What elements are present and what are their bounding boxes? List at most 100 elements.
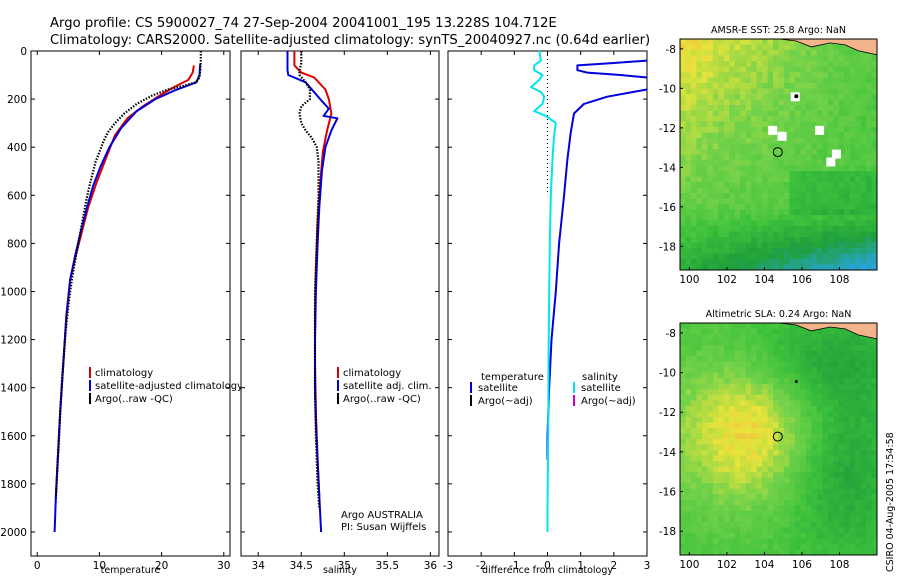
- sla-map-cell: [762, 527, 768, 534]
- sst-map-cell: [773, 55, 779, 62]
- depth-tick-label: 1800: [0, 479, 27, 491]
- sla-map-cell: [849, 543, 856, 550]
- sla-map-cell: [690, 433, 697, 440]
- sst-map-cell: [690, 220, 697, 227]
- sst-map-cell: [756, 165, 763, 172]
- sla-map-cell: [756, 488, 763, 495]
- sst-map-cell: [783, 61, 790, 67]
- sst-map-cell: [751, 171, 758, 177]
- sla-map-cell: [822, 339, 829, 346]
- sst-map-cell: [767, 231, 774, 238]
- sla-map-cell: [800, 389, 807, 396]
- sst-map-cell: [751, 105, 758, 111]
- sst-map-cell: [751, 182, 758, 188]
- sla-map-cell: [816, 461, 823, 468]
- sla-map-cell: [816, 345, 823, 352]
- sst-map-cell: [849, 77, 856, 84]
- sst-map-cell: [723, 204, 730, 210]
- sla-map-cell: [756, 427, 763, 434]
- sla-map-cell: [723, 527, 730, 534]
- sla-map-cell: [805, 521, 812, 528]
- sla-map-cell: [751, 538, 758, 545]
- sla-map-cell: [740, 444, 747, 451]
- sst-map-cell: [696, 231, 703, 238]
- sla-map-cell: [871, 461, 878, 468]
- sst-map-cell: [773, 116, 779, 122]
- sst-map-cell: [680, 127, 686, 133]
- sla-map-cell: [822, 334, 829, 340]
- sst-map-cell: [723, 121, 730, 128]
- sla-map-cell: [866, 416, 872, 423]
- sla-map-cell: [778, 494, 785, 501]
- sla-map-cell: [855, 378, 861, 385]
- sst-map-cell: [767, 264, 774, 271]
- sla-map-cell: [696, 549, 703, 556]
- sla-map-cell: [866, 367, 872, 374]
- sla-map-cell: [794, 350, 801, 357]
- sla-map-cell: [783, 350, 790, 357]
- sla-map-cell: [789, 361, 796, 368]
- sla-map-cell: [707, 405, 714, 412]
- sst-map-cell: [816, 248, 823, 254]
- sst-map-cell: [723, 193, 730, 199]
- sst-map-cell: [680, 61, 686, 67]
- sla-map-cell: [707, 416, 714, 423]
- sla-map-cell: [778, 516, 785, 523]
- sst-map-cell: [745, 83, 752, 89]
- sla-map-cell: [855, 472, 861, 479]
- sst-map-cell: [740, 215, 747, 221]
- sst-map-cell: [712, 160, 719, 166]
- sla-map-cell: [712, 383, 719, 390]
- sla-map-cell: [855, 521, 861, 528]
- sla-map-cell: [855, 483, 861, 490]
- sla-map-cell: [690, 394, 697, 401]
- sst-map-cell: [701, 138, 708, 144]
- sla-map-cell: [822, 543, 829, 550]
- sla-map-cell: [751, 361, 758, 368]
- sla-map-cell: [762, 400, 768, 407]
- sst-map-cell: [690, 127, 697, 133]
- sla-map-cell: [838, 439, 845, 445]
- sst-map-cell: [756, 105, 763, 111]
- sla-map-cell: [707, 466, 714, 473]
- sst-map-cell: [844, 105, 851, 111]
- sla-map-cell: [816, 378, 823, 385]
- sst-map-cell: [718, 198, 725, 205]
- sst-map-cell: [740, 154, 747, 161]
- sla-map-cell: [822, 444, 829, 451]
- sla-map-cell: [860, 372, 867, 379]
- sla-map-cell: [811, 466, 818, 473]
- salinity-plot-frame: [240, 50, 440, 557]
- sst-map-cell: [844, 182, 851, 188]
- sla-map-cell: [838, 461, 845, 468]
- sla-map-cell: [811, 345, 818, 352]
- sst-map-cell: [773, 94, 779, 100]
- sst-map-cell: [751, 187, 758, 194]
- sla-map-cell: [729, 510, 736, 517]
- sla-map-cell: [800, 466, 807, 473]
- sst-map-cell: [838, 72, 845, 78]
- sst-map-cell: [860, 171, 867, 177]
- sla-map-cell: [860, 532, 867, 539]
- sla-map-cell: [866, 483, 872, 490]
- sla-map-cell: [871, 488, 878, 495]
- sla-map-cell: [811, 356, 818, 363]
- sst-map-cell: [811, 66, 818, 73]
- sst-map-cell: [685, 121, 692, 128]
- sst-map-cell: [838, 198, 845, 205]
- sst-map-cell: [822, 253, 829, 260]
- sla-map-cell: [751, 527, 758, 534]
- sst-map-cell: [707, 39, 714, 45]
- sla-map-cell: [690, 356, 697, 363]
- sla-map-cell: [860, 455, 867, 462]
- sst-map-cell: [827, 110, 834, 117]
- sst-map-cell: [822, 121, 829, 128]
- sst-map-cell: [871, 182, 878, 188]
- sst-map-cell: [767, 171, 774, 177]
- sla-map-cell: [822, 372, 829, 379]
- sla-map-cell: [811, 383, 818, 390]
- sst-map-cell: [849, 99, 856, 106]
- sla-map-cell: [707, 538, 714, 545]
- sla-map-cell: [767, 422, 774, 429]
- sst-map-cell: [773, 264, 779, 271]
